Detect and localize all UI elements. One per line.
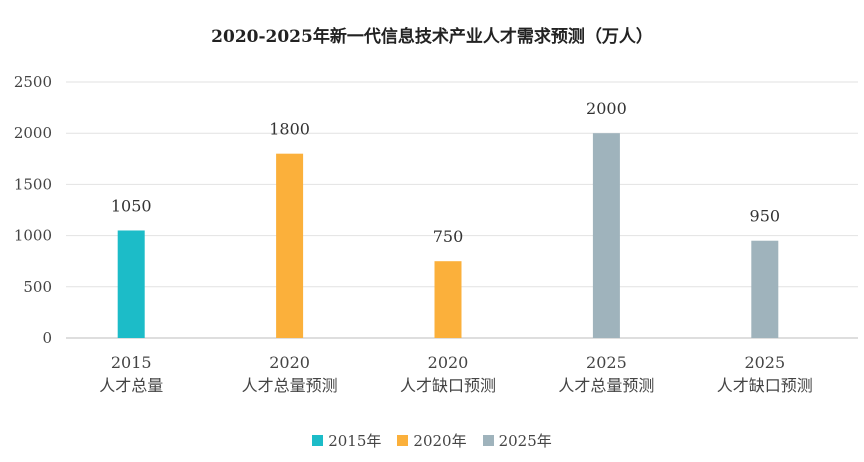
x-tick-label-desc-0: 人才总量 [99, 376, 163, 395]
data-label-3: 2000 [586, 99, 627, 118]
legend-item-2020: 2020年 [397, 430, 467, 451]
x-tick-label-desc-4: 人才缺口预测 [717, 376, 813, 395]
bar-2015年-0 [117, 230, 145, 338]
legend-swatch-2025 [482, 435, 494, 446]
data-label-2: 750 [433, 227, 464, 246]
x-tick-label-desc-1: 人才总量预测 [242, 376, 338, 395]
x-tick-label-desc-3: 人才总量预测 [558, 376, 654, 395]
bar-2025年-4 [751, 240, 779, 338]
x-tick-label-year-3: 2025 [586, 353, 627, 372]
y-tick-label-500: 500 [23, 278, 52, 296]
x-tick-label-year-4: 2025 [744, 353, 785, 372]
x-tick-label-desc-2: 人才缺口预测 [400, 376, 496, 395]
x-tick-label-year-1: 2020 [269, 353, 310, 372]
bar-2025年-3 [592, 133, 620, 338]
legend-label-2025: 2025年 [498, 432, 552, 450]
legend-swatch-2020 [397, 435, 409, 446]
y-tick-label-1500: 1500 [14, 175, 52, 193]
y-tick-label-2000: 2000 [14, 124, 52, 142]
legend-swatch-2015 [312, 435, 324, 446]
legend-label-2020: 2020年 [413, 432, 467, 450]
legend-item-2015: 2015年 [312, 430, 381, 451]
bar-2020年-1 [276, 153, 304, 338]
x-tick-label-year-2: 2020 [428, 353, 469, 372]
y-tick-label-1000: 1000 [14, 227, 52, 245]
legend-label-2015: 2015年 [328, 432, 382, 450]
chart-title: 2020-2025年新一代信息技术产业人才需求预测（万人） [211, 27, 653, 47]
y-tick-label-2500: 2500 [14, 73, 52, 91]
data-label-4: 950 [750, 207, 781, 226]
legend-item-2025: 2025年 [482, 430, 552, 451]
data-label-0: 1050 [111, 196, 152, 215]
legend: 2015年 2020年 2025年 [0, 430, 864, 451]
bar-2020年-2 [434, 261, 462, 338]
x-tick-label-year-0: 2015 [111, 353, 152, 372]
data-label-1: 1800 [269, 120, 310, 139]
y-tick-label-0: 0 [42, 329, 52, 347]
